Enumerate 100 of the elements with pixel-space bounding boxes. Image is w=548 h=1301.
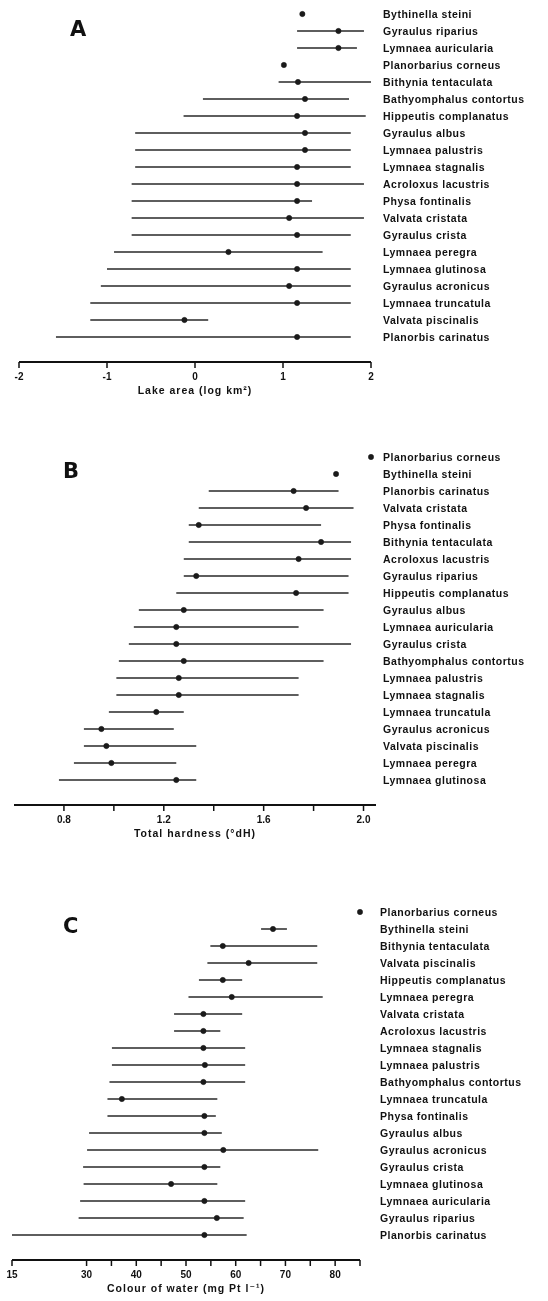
point: [118, 1096, 125, 1102]
y-tick-label: Lymnaea truncatula: [383, 296, 491, 309]
x-tick-label: 0: [192, 371, 199, 382]
point: [294, 300, 300, 306]
y-tick-label: Valvata cristata: [380, 1007, 465, 1020]
y-tick-label: Planorbarius corneus: [383, 450, 501, 463]
point: [335, 28, 342, 34]
y-tick-label: Lymnaea auricularia: [383, 41, 494, 54]
y-tick-label: Lymnaea peregra: [380, 990, 475, 1003]
point: [213, 1215, 220, 1221]
y-tick-label: Lymnaea glutinosa: [380, 1177, 484, 1190]
point: [228, 994, 235, 1000]
point: [318, 539, 324, 545]
point: [357, 909, 363, 915]
y-tick-label: Lymnaea stagnalis: [383, 160, 486, 173]
x-tick-label: 2: [368, 371, 375, 382]
y-tick-label: Lymnaea auricularia: [383, 620, 494, 633]
y-tick-label: Bithynia tentaculata: [383, 75, 493, 88]
point: [200, 1011, 207, 1017]
point: [202, 1062, 208, 1068]
y-tick-label: Planorbis carinatus: [380, 1228, 487, 1241]
y-tick-label: Lymnaea stagnalis: [380, 1041, 483, 1054]
point: [175, 692, 182, 698]
point: [225, 249, 232, 255]
point: [180, 658, 187, 664]
y-tick-label: Valvata piscinalis: [383, 739, 479, 752]
y-tick-label: Lymnaea palustris: [383, 143, 484, 156]
y-tick-label: Lymnaea truncatula: [383, 705, 491, 718]
y-tick-label: Lymnaea glutinosa: [383, 773, 487, 786]
y-tick-label: Valvata cristata: [383, 501, 468, 514]
y-tick-label: Lymnaea glutinosa: [383, 262, 487, 275]
y-tick-label: Bythinella steini: [380, 922, 470, 935]
x-tick-label: 30: [81, 1269, 93, 1280]
point: [200, 1045, 207, 1051]
x-axis-title: Total hardness (°dH): [133, 827, 257, 839]
point: [368, 454, 374, 460]
point: [303, 505, 309, 511]
y-tick-label: Bithynia tentaculata: [380, 939, 490, 952]
y-tick-label: Bythinella steini: [383, 7, 473, 20]
y-tick-label: Acroloxus lacustris: [383, 552, 490, 565]
point: [302, 130, 308, 136]
point: [220, 1147, 227, 1153]
y-tick-label: Valvata piscinalis: [383, 313, 479, 326]
point: [108, 760, 115, 766]
point: [333, 471, 339, 477]
point: [294, 266, 300, 272]
x-axis-title: Colour of water (mg Pt l⁻¹): [107, 1282, 265, 1294]
y-tick-label: Gyraulus crista: [383, 637, 467, 650]
y-tick-label: Planorbarius corneus: [380, 905, 498, 918]
y-tick-label: Valvata piscinalis: [380, 956, 476, 969]
point: [173, 777, 180, 783]
point: [294, 113, 300, 119]
point: [295, 556, 302, 562]
y-tick-label: Hippeutis complanatus: [383, 586, 510, 599]
point: [280, 62, 287, 68]
x-tick-label: 50: [180, 1269, 192, 1280]
y-tick-label: Gyraulus albus: [383, 126, 466, 139]
y-tick-label: Lymnaea stagnalis: [383, 688, 486, 701]
point: [173, 624, 180, 630]
y-tick-label: Hippeutis complanatus: [383, 109, 510, 122]
y-tick-label: Acroloxus lacustris: [380, 1024, 487, 1037]
x-tick-label: -2: [14, 371, 24, 382]
point: [286, 215, 293, 221]
x-tick-label: 1.6: [256, 814, 272, 825]
point: [201, 1113, 208, 1119]
y-tick-label: Bathyomphalus contortus: [380, 1075, 522, 1088]
point: [290, 488, 297, 494]
point: [219, 943, 226, 949]
x-tick-label: 15: [6, 1269, 18, 1280]
y-tick-label: Gyraulus riparius: [383, 24, 479, 37]
y-tick-label: Hippeutis complanatus: [380, 973, 507, 986]
y-tick-label: Gyraulus acronicus: [383, 722, 491, 735]
chart-title: B: [63, 459, 80, 483]
point: [201, 1164, 208, 1170]
point: [201, 1130, 208, 1136]
y-tick-label: Physa fontinalis: [383, 194, 472, 207]
point: [173, 641, 180, 647]
point: [335, 45, 342, 51]
y-tick-label: Lymnaea palustris: [380, 1058, 481, 1071]
y-tick-label: Gyraulus riparius: [380, 1211, 476, 1224]
y-tick-label: Lymnaea auricularia: [380, 1194, 491, 1207]
point: [294, 164, 300, 170]
point: [200, 1028, 207, 1034]
y-tick-label: Physa fontinalis: [383, 518, 472, 531]
y-tick-label: Gyraulus crista: [383, 228, 467, 241]
point: [302, 147, 308, 153]
y-tick-label: Planorbis carinatus: [383, 330, 490, 343]
chart-title: C: [63, 914, 79, 938]
x-tick-label: 40: [130, 1269, 143, 1280]
y-tick-label: Valvata cristata: [383, 211, 468, 224]
point: [270, 926, 276, 932]
point: [180, 607, 187, 613]
point: [245, 960, 252, 966]
point: [219, 977, 226, 983]
x-tick-label: 1.2: [156, 814, 172, 825]
y-tick-label: Physa fontinalis: [380, 1109, 469, 1122]
point: [103, 743, 110, 749]
point: [295, 79, 301, 85]
x-axis-title: Lake area (log km²): [137, 384, 253, 396]
point: [168, 1181, 174, 1187]
